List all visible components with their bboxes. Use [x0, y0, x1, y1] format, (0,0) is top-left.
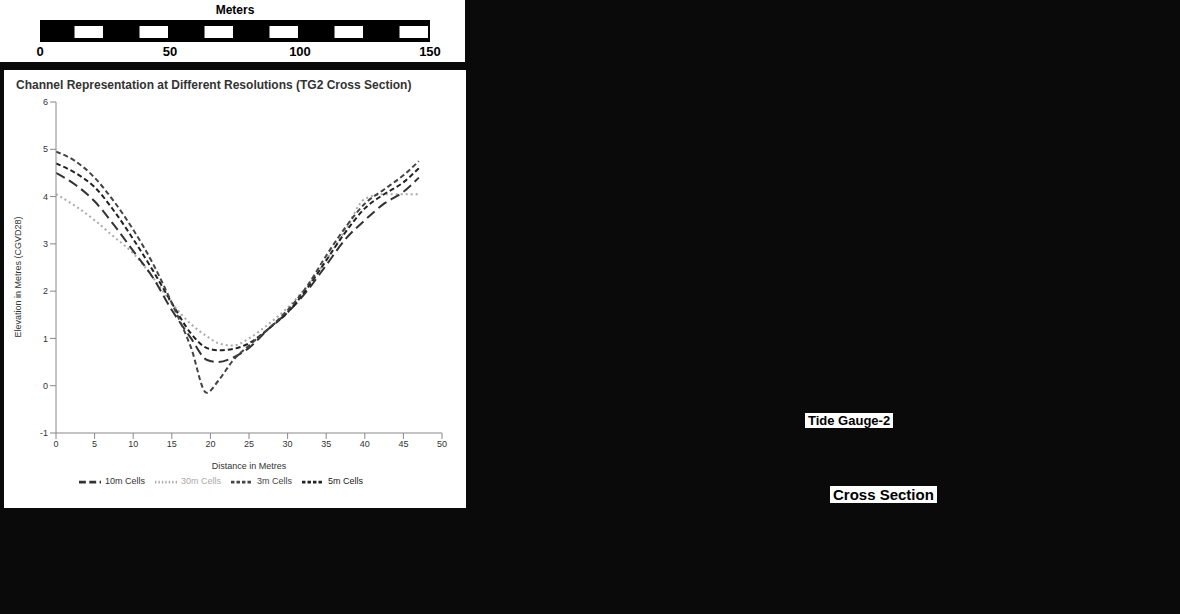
- svg-text:5: 5: [92, 439, 97, 449]
- svg-text:3: 3: [43, 239, 48, 249]
- svg-text:45: 45: [398, 439, 408, 449]
- svg-text:150: 150: [419, 44, 441, 59]
- svg-text:-1: -1: [40, 428, 48, 438]
- svg-text:50: 50: [437, 439, 447, 449]
- svg-text:15: 15: [167, 439, 177, 449]
- html-text:3m Cells: 3m Cells: [257, 476, 292, 487]
- html-text:10m Cells: 10m Cells: [105, 476, 145, 487]
- html-text:Cross Section: Cross Section: [833, 486, 934, 503]
- svg-text:100: 100: [289, 44, 311, 59]
- svg-text:10: 10: [128, 439, 138, 449]
- svg-text:0: 0: [53, 439, 58, 449]
- svg-text:25: 25: [244, 439, 254, 449]
- svg-text:6: 6: [43, 97, 48, 107]
- svg-text:30: 30: [283, 439, 293, 449]
- svg-text:Elevation in Metres (CGVD28): Elevation in Metres (CGVD28): [13, 216, 23, 337]
- html-text:5m Cells: 5m Cells: [328, 476, 363, 487]
- html-text:Tide Gauge-2: Tide Gauge-2: [808, 413, 891, 428]
- svg-text:Distance in Metres: Distance in Metres: [212, 461, 287, 471]
- svg-text:0: 0: [36, 44, 43, 59]
- html-text:30m Cells: 30m Cells: [181, 476, 221, 487]
- svg-text:4: 4: [43, 192, 48, 202]
- svg-text:35: 35: [321, 439, 331, 449]
- svg-text:2: 2: [43, 286, 48, 296]
- svg-text:0: 0: [43, 381, 48, 391]
- svg-text:1: 1: [43, 334, 48, 344]
- svg-text:40: 40: [360, 439, 370, 449]
- svg-text:5: 5: [43, 144, 48, 154]
- svg-text:Meters: Meters: [216, 3, 255, 17]
- svg-text:20: 20: [205, 439, 215, 449]
- html-text:Channel Representation at Diff: Channel Representation at Different Reso…: [16, 78, 412, 92]
- svg-text:50: 50: [163, 44, 177, 59]
